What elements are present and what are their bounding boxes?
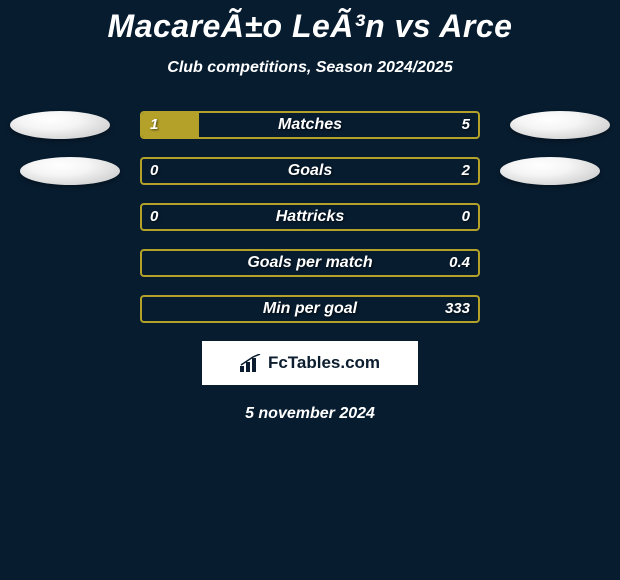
bar-fill [142, 113, 199, 137]
page-title: MacareÃ±o LeÃ³n vs Arce [0, 0, 620, 45]
bar-track [140, 203, 480, 231]
date-label: 5 november 2024 [0, 405, 620, 423]
stat-row: Goals02 [0, 157, 620, 185]
orb-left [20, 157, 120, 185]
stat-rows: Matches15 Goals02 Hattricks00 Goals per mat… [0, 111, 620, 323]
brand-text: FcTables.com [268, 353, 380, 373]
stat-row: Min per goal333 [0, 295, 620, 323]
stat-row: Goals per match0.4 [0, 249, 620, 277]
bar-track [140, 111, 480, 139]
bar-track [140, 249, 480, 277]
orb-left [10, 111, 110, 139]
bar-track [140, 157, 480, 185]
brand-badge: FcTables.com [202, 341, 418, 385]
orb-right [510, 111, 610, 139]
orb-right [500, 157, 600, 185]
stat-row: Hattricks00 [0, 203, 620, 231]
bars-icon [240, 354, 262, 372]
page-subtitle: Club competitions, Season 2024/2025 [0, 59, 620, 77]
comparison-infographic: MacareÃ±o LeÃ³n vs Arce Club competition… [0, 0, 620, 580]
stat-row: Matches15 [0, 111, 620, 139]
bar-track [140, 295, 480, 323]
